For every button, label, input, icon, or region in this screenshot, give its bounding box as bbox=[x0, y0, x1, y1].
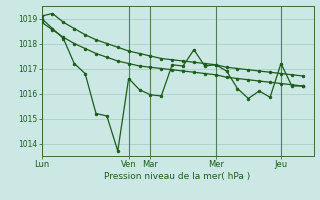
X-axis label: Pression niveau de la mer( hPa ): Pression niveau de la mer( hPa ) bbox=[104, 172, 251, 181]
